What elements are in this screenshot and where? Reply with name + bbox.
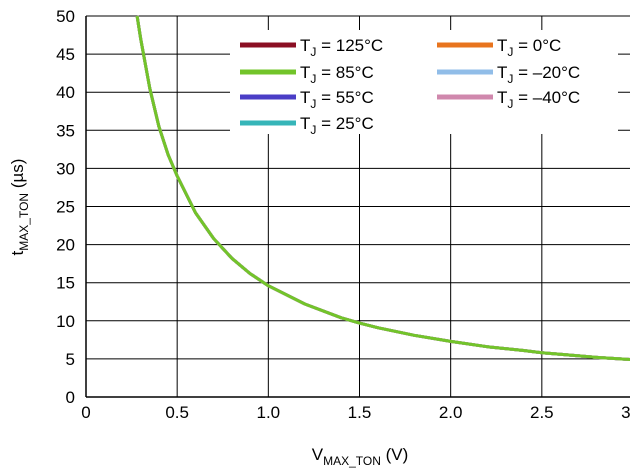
legend-label: TJ = 0°C [497, 36, 561, 59]
legend-label: TJ = 125°C [300, 36, 383, 59]
x-axis-title-subscript: MAX_TON [323, 454, 381, 468]
x-axis-title-unit: (V) [381, 445, 408, 464]
x-tick-label: 1.0 [257, 403, 281, 422]
legend-label: TJ = 55°C [300, 88, 374, 111]
y-axis-title: tMAX_TON (µs) [8, 159, 31, 256]
x-axis-title: VMAX_TON (V) [312, 445, 409, 468]
legend-label: TJ = 85°C [300, 63, 374, 86]
plot-lines [135, 15, 630, 362]
y-tick-label: 45 [56, 45, 75, 64]
y-tick-label: 35 [56, 121, 75, 140]
x-tick-label: 2.0 [439, 403, 463, 422]
y-axis-title-main: t [8, 250, 27, 255]
y-axis-title-unit: (µs) [8, 159, 27, 193]
legend-label: TJ = –40°C [497, 88, 580, 111]
x-tick-labels: 0 0.5 1.0 1.5 2.0 2.5 3.0 [81, 403, 630, 422]
x-tick-label: 0.5 [165, 403, 189, 422]
y-tick-label: 20 [56, 236, 75, 255]
legend-label: TJ = –20°C [497, 63, 580, 86]
legend: TJ = 125°C TJ = 85°CTJ = 55°C TJ = 25°C TJ … [230, 30, 618, 137]
x-tick-label: 2.5 [530, 403, 554, 422]
x-tick-label: 3.0 [621, 403, 630, 422]
x-tick-label: 0 [81, 403, 90, 422]
y-tick-labels: 0 5 10 15 20 25 30 35 40 45 50 [56, 7, 75, 407]
y-tick-label: 5 [66, 350, 75, 369]
y-tick-label: 0 [66, 388, 75, 407]
axes [85, 16, 630, 398]
y-axis-title-subscript: MAX_TON [17, 193, 31, 251]
x-axis-title-main: V [312, 445, 324, 464]
y-tick-label: 10 [56, 312, 75, 331]
y-tick-label: 25 [56, 198, 75, 217]
y-tick-label: 15 [56, 274, 75, 293]
series-line-1 [135, 15, 630, 362]
y-tick-label: 30 [56, 159, 75, 178]
x-tick-label: 1.5 [348, 403, 372, 422]
y-tick-label: 40 [56, 83, 75, 102]
y-tick-label: 50 [56, 7, 75, 26]
legend-label: TJ = 25°C [300, 114, 374, 137]
